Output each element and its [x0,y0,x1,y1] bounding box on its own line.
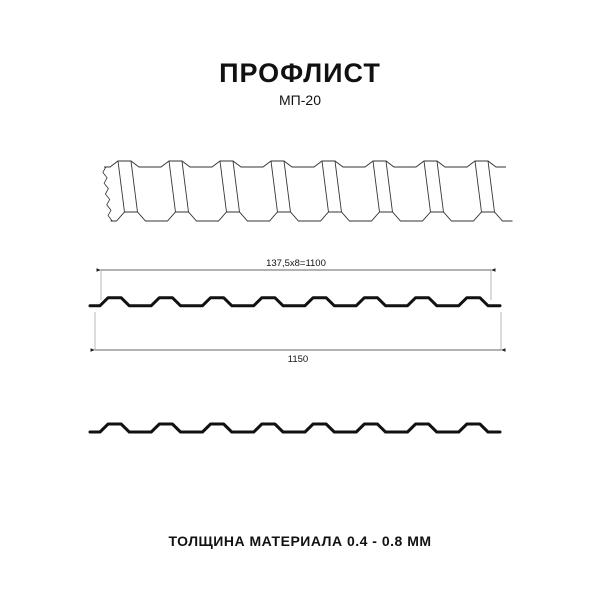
svg-text:1150: 1150 [288,354,308,365]
svg-text:137,5x8=1100: 137,5x8=1100 [266,258,326,269]
